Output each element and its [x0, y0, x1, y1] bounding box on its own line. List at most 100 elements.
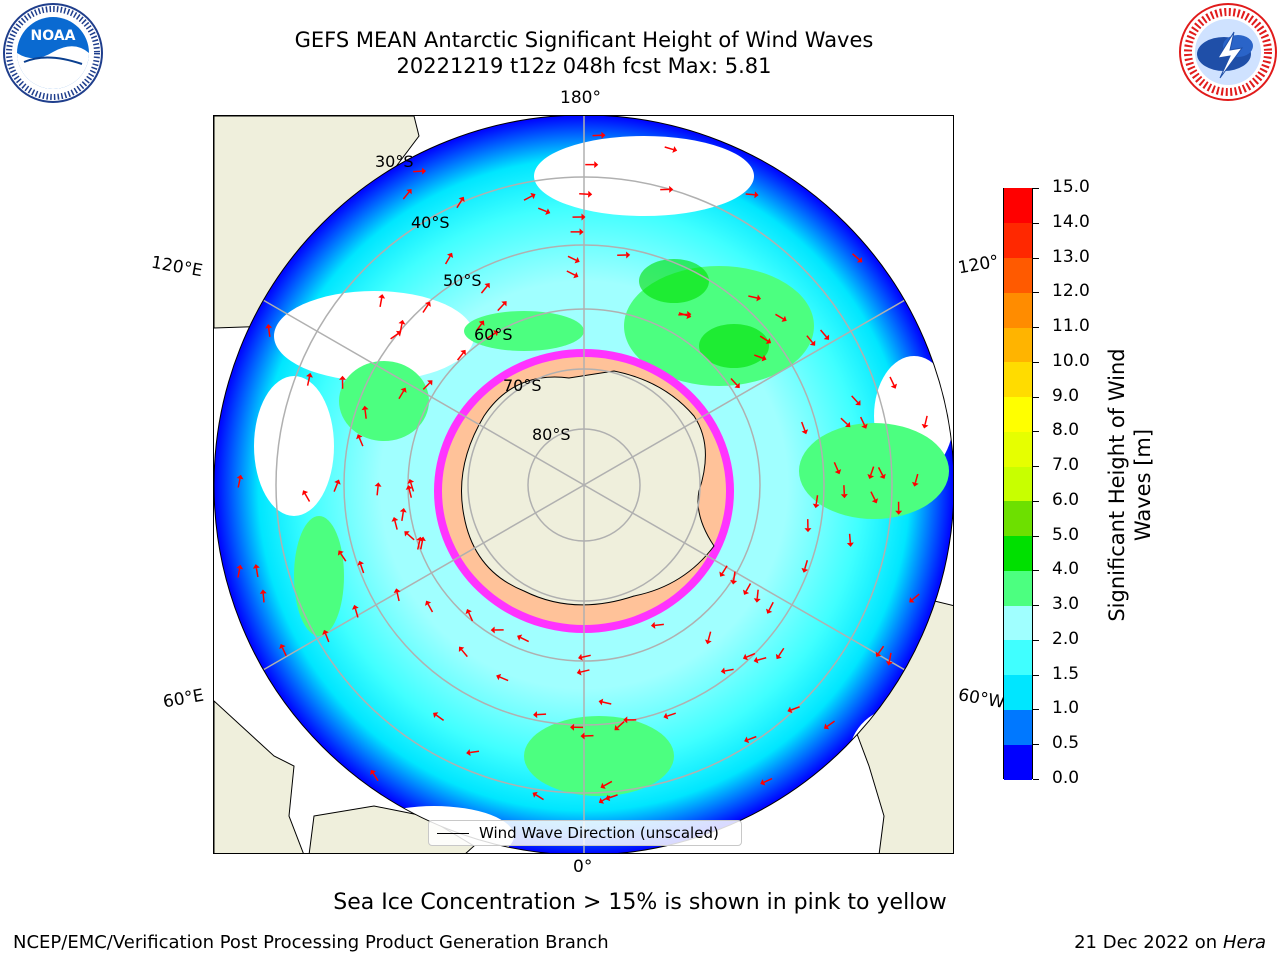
wave-arrow-shaft [410, 482, 415, 492]
colorbar-segment [1004, 570, 1032, 606]
wave-arrow-head [252, 564, 260, 569]
wave-height-map[interactable] [214, 116, 954, 854]
wave-arrow-head [801, 567, 809, 573]
wave-arrow-shaft [567, 255, 577, 261]
colorbar-segment [1004, 709, 1032, 745]
wave-arrow-head [484, 283, 490, 289]
lat-label-60s: 60°S [474, 325, 513, 344]
wave-arrow-head [867, 474, 875, 479]
wave-arrow-shaft [306, 376, 311, 386]
wave-arrow-head [594, 161, 599, 169]
wave-arrow-shaft [487, 332, 496, 339]
wave-arrow-head [765, 608, 773, 614]
wave-arrow-shaft [756, 589, 759, 599]
colorbar [1003, 188, 1033, 780]
wave-arrow-shaft [237, 568, 241, 578]
wave-arrow-head [576, 668, 582, 676]
colorbar-segment [1004, 361, 1032, 398]
wave-arrow-head [663, 712, 669, 720]
wave-arrow-head [871, 498, 879, 504]
lon-label-60w: 60°W [956, 685, 1007, 713]
wave-arrow-shaft [608, 794, 618, 799]
colorbar-tick-label: 4.0 [1052, 559, 1080, 580]
wave-arrow-head [404, 531, 410, 537]
colorbar-tick [1033, 674, 1039, 676]
colorbar-tick-label: 14.0 [1052, 211, 1090, 232]
wave-arrow-shaft [581, 654, 591, 658]
map-panel[interactable] [213, 115, 954, 854]
colorbar-tick [1033, 431, 1039, 433]
colorbar-tick-label: 7.0 [1052, 455, 1080, 476]
colorbar-segment [1004, 605, 1032, 641]
wave-arrow-shaft [804, 560, 809, 570]
wave-arrow-shaft [911, 593, 920, 601]
wave-arrow-head [614, 724, 620, 731]
wave-arrow-shaft [237, 478, 241, 488]
colorbar-segment [1004, 431, 1032, 467]
wave-arrow-head [279, 644, 286, 650]
wave-arrow-head [425, 600, 432, 606]
wave-arrow-shaft [664, 146, 674, 151]
wave-arrow-shaft [324, 633, 330, 643]
colorbar-segment [1004, 674, 1032, 710]
wave-arrow-head [742, 653, 748, 661]
colorbar-tick [1033, 639, 1039, 641]
colorbar-tick [1033, 570, 1039, 572]
wave-arrow-head [879, 473, 886, 479]
wave-arrow-shaft [603, 780, 613, 787]
colorbar-tick [1033, 466, 1039, 468]
wave-arrow-shaft [406, 533, 415, 541]
wave-arrow-head [465, 609, 472, 615]
wave-arrow-shaft [848, 533, 852, 543]
wave-arrow-shaft [730, 378, 738, 386]
wave-arrow-shaft [396, 592, 400, 602]
wave-arrow-shaft [420, 540, 424, 550]
wave-arrow-head [302, 490, 309, 496]
wave-arrow-head [391, 516, 399, 522]
wave-arrow-shaft [745, 193, 755, 196]
wave-arrow-shaft [480, 285, 488, 294]
wave-arrow-head [259, 589, 267, 594]
wave-arrow-head [719, 571, 726, 577]
wave-arrow-shaft [304, 493, 311, 502]
wave-arrow-shaft [281, 647, 287, 657]
wave-arrow-shaft [399, 323, 403, 333]
colorbar-tick-label: 11.0 [1052, 316, 1090, 337]
wave-arrow-shaft [748, 295, 758, 299]
wave-arrow-head [356, 434, 363, 440]
wave-arrow-shaft [469, 750, 480, 754]
colorbar-tick-label: 5.0 [1052, 524, 1080, 545]
wave-arrow-shaft [422, 382, 431, 390]
wave-arrow-shaft [707, 631, 712, 641]
wave-arrow-head [579, 228, 584, 236]
wave-arrow-shaft [616, 721, 625, 729]
wave-arrow-shaft [800, 421, 806, 431]
wave-arrow-shaft [461, 649, 468, 658]
map-legend: Wind Wave Direction (unscaled) [428, 820, 742, 846]
lat-label-80s: 80°S [532, 425, 571, 444]
footer-date: 21 Dec 2022 on Hera [1074, 932, 1266, 953]
wave-arrow-head [861, 423, 868, 429]
wave-arrow-head [407, 479, 415, 484]
wave-arrow-head [357, 560, 364, 566]
wave-arrow-shaft [602, 701, 612, 705]
colorbar-segment [1004, 500, 1032, 537]
wave-arrow-head [623, 716, 628, 724]
wave-arrow-shaft [852, 253, 860, 261]
lon-label-60e: 60°E [161, 685, 206, 713]
wave-arrow-shaft [754, 354, 764, 359]
colorbar-tick [1033, 257, 1039, 259]
wave-arrow-shaft [340, 553, 347, 562]
colorbar-tick-label: 1.0 [1052, 698, 1080, 719]
wave-arrow-shaft [408, 488, 413, 498]
colorbar-tick [1033, 744, 1039, 746]
wave-arrow-head [650, 621, 656, 629]
wave-arrow-head [374, 482, 382, 487]
lon-label-180: 180° [560, 88, 601, 108]
wave-arrow-head [581, 213, 586, 221]
wave-arrow-shaft [877, 467, 884, 476]
wave-arrow-head [686, 312, 692, 320]
colorbar-segment [1004, 396, 1032, 432]
wave-arrow-head [370, 769, 376, 776]
wave-arrow-head [352, 604, 359, 610]
